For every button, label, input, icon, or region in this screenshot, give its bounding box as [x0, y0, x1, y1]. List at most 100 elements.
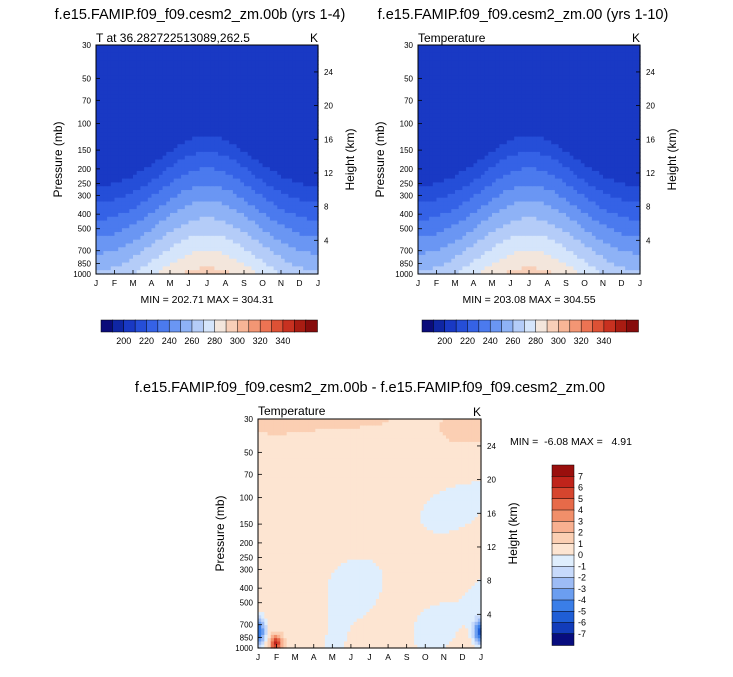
field-cell: [444, 95, 448, 99]
field-cell: [196, 217, 200, 221]
field-cell: [207, 60, 211, 64]
field-cell: [240, 49, 244, 53]
field-cell: [152, 56, 156, 60]
field-cell: [226, 148, 230, 152]
field-cell: [418, 152, 422, 156]
field-cell: [207, 106, 211, 110]
field-cell: [437, 194, 441, 198]
field-cell: [288, 251, 292, 255]
field-cell: [237, 217, 241, 221]
field-cell: [311, 45, 315, 49]
field-cell: [226, 224, 230, 228]
field-cell: [237, 198, 241, 202]
field-cell: [288, 129, 292, 133]
field-cell: [196, 182, 200, 186]
field-cell: [192, 98, 196, 102]
field-cell: [148, 160, 152, 164]
field-cell: [459, 201, 463, 205]
field-cell: [474, 121, 478, 125]
field-cell: [462, 198, 466, 202]
field-cell: [137, 171, 141, 175]
field-cell: [137, 160, 141, 164]
field-cell: [485, 255, 489, 259]
field-cell: [229, 98, 233, 102]
field-cell: [233, 83, 237, 87]
field-cell: [270, 217, 274, 221]
field-cell: [189, 98, 193, 102]
field-cell: [448, 56, 452, 60]
field-cell: [451, 102, 455, 106]
field-cell: [152, 140, 156, 144]
field-cell: [181, 144, 185, 148]
field-cell: [218, 198, 222, 202]
field-cell: [155, 64, 159, 68]
field-cell: [263, 163, 267, 167]
field-cell: [455, 163, 459, 167]
field-cell: [488, 106, 492, 110]
field-cell: [118, 91, 122, 95]
field-cell: [251, 133, 255, 137]
field-cell: [152, 179, 156, 183]
field-cell: [170, 137, 174, 141]
field-cell: [470, 87, 474, 91]
field-cell: [152, 137, 156, 141]
field-cell: [118, 171, 122, 175]
field-cell: [159, 95, 163, 99]
field-cell: [255, 152, 259, 156]
field-cell: [192, 91, 196, 95]
field-cell: [177, 133, 181, 137]
field-cell: [96, 140, 100, 144]
field-cell: [296, 144, 300, 148]
field-cell: [481, 79, 485, 83]
field-cell: [274, 190, 278, 194]
field-cell: [422, 140, 426, 144]
field-cell: [274, 60, 278, 64]
field-cell: [459, 236, 463, 240]
field-cell: [274, 263, 278, 267]
field-cell: [248, 232, 252, 236]
field-cell: [270, 102, 274, 106]
field-cell: [181, 259, 185, 263]
field-cell: [425, 140, 429, 144]
field-cell: [163, 121, 167, 125]
field-cell: [433, 129, 437, 133]
field-cell: [240, 72, 244, 76]
field-cell: [251, 137, 255, 141]
field-cell: [207, 209, 211, 213]
field-cell: [222, 140, 226, 144]
field-cell: [244, 140, 248, 144]
field-cell: [292, 263, 296, 267]
field-cell: [285, 118, 289, 122]
field-cell: [96, 243, 100, 247]
field-cell: [166, 133, 170, 137]
field-cell: [189, 49, 193, 53]
field-cell: [488, 53, 492, 57]
field-cell: [300, 240, 304, 244]
field-cell: [300, 194, 304, 198]
field-cell: [126, 167, 130, 171]
x-tick-label: J: [94, 278, 98, 288]
field-cell: [474, 72, 478, 76]
field-cell: [189, 224, 193, 228]
field-cell: [459, 118, 463, 122]
field-cell: [185, 171, 189, 175]
field-cell: [496, 49, 500, 53]
field-cell: [229, 209, 233, 213]
field-cell: [496, 156, 500, 160]
field-cell: [155, 243, 159, 247]
field-cell: [425, 144, 429, 148]
field-cell: [433, 121, 437, 125]
field-cell: [492, 186, 496, 190]
field-cell: [270, 137, 274, 141]
field-cell: [118, 106, 122, 110]
field-cell: [214, 95, 218, 99]
field-cell: [455, 217, 459, 221]
field-cell: [203, 175, 207, 179]
field-cell: [296, 91, 300, 95]
field-cell: [422, 79, 426, 83]
field-cell: [218, 45, 222, 49]
field-cell: [288, 221, 292, 225]
field-cell: [177, 251, 181, 255]
field-cell: [163, 140, 167, 144]
field-cell: [166, 110, 170, 114]
